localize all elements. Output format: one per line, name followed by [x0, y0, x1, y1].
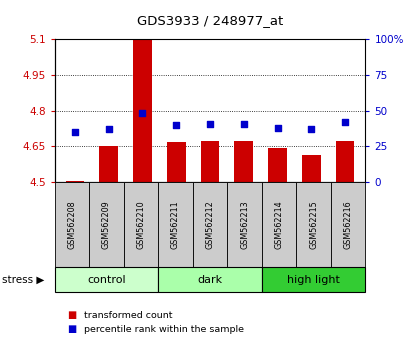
Bar: [262, 267, 365, 292]
Bar: [66, 181, 84, 182]
Bar: [331, 182, 365, 267]
Bar: [336, 141, 354, 182]
Bar: [227, 182, 262, 267]
Point: [274, 125, 281, 131]
Bar: [55, 182, 89, 267]
Bar: [158, 267, 262, 292]
Text: GSM562208: GSM562208: [67, 200, 76, 249]
Bar: [201, 142, 219, 182]
Text: GSM562212: GSM562212: [205, 200, 215, 249]
Text: GSM562211: GSM562211: [171, 200, 180, 249]
Bar: [297, 182, 331, 267]
Text: ■: ■: [67, 310, 76, 320]
Point: [105, 126, 112, 132]
Bar: [123, 182, 158, 267]
Bar: [55, 267, 158, 292]
Text: GSM562213: GSM562213: [240, 200, 249, 249]
Bar: [302, 155, 320, 182]
Text: GSM562216: GSM562216: [344, 200, 353, 249]
Text: dark: dark: [197, 275, 223, 285]
Text: percentile rank within the sample: percentile rank within the sample: [84, 325, 244, 334]
Point: [71, 129, 78, 135]
Point: [240, 121, 247, 126]
Bar: [234, 141, 253, 182]
Point: [342, 119, 349, 125]
Text: GSM562215: GSM562215: [309, 200, 318, 249]
Text: high light: high light: [287, 275, 340, 285]
Bar: [158, 182, 193, 267]
Text: transformed count: transformed count: [84, 310, 173, 320]
Text: GSM562209: GSM562209: [102, 200, 111, 249]
Bar: [268, 148, 287, 182]
Bar: [133, 40, 152, 182]
Bar: [193, 182, 227, 267]
Text: GSM562210: GSM562210: [136, 200, 145, 249]
Bar: [89, 182, 123, 267]
Point: [173, 122, 180, 128]
Bar: [167, 142, 186, 182]
Bar: [262, 182, 297, 267]
Text: ■: ■: [67, 324, 76, 334]
Bar: [100, 146, 118, 182]
Text: GDS3933 / 248977_at: GDS3933 / 248977_at: [137, 14, 283, 27]
Point: [308, 126, 315, 132]
Text: control: control: [87, 275, 126, 285]
Point: [139, 111, 146, 116]
Point: [207, 121, 213, 126]
Text: GSM562214: GSM562214: [275, 200, 284, 249]
Text: stress ▶: stress ▶: [2, 275, 45, 285]
